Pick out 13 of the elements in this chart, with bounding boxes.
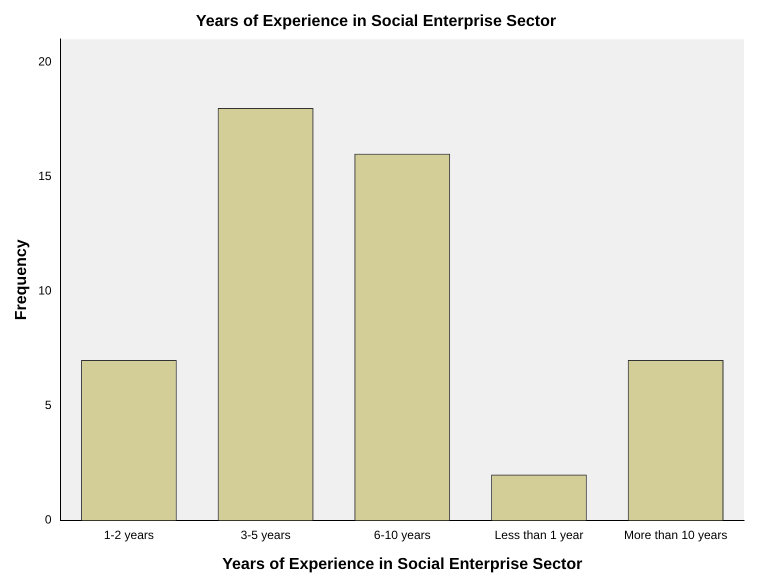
y-tick-label: 10 [38,284,52,298]
x-axis-title: Years of Experience in Social Enterprise Sector [222,556,582,573]
y-tick-label: 15 [38,169,52,183]
x-tick-label: 3-5 years [240,528,291,542]
y-tick-label: 5 [44,398,52,412]
y-axis-title: Frequency [13,239,30,320]
x-tick-label: Less than 1 year [494,528,584,542]
chart-title: Years of Experience in Social Enterprise Sector [196,13,556,30]
y-tick-label: 0 [44,512,52,527]
x-tick-label: 1-2 years [104,528,154,542]
y-tick-label: 20 [38,54,52,68]
x-tick-label: More than 10 years [624,528,728,542]
x-tick-label: 6-10 years [374,528,431,542]
